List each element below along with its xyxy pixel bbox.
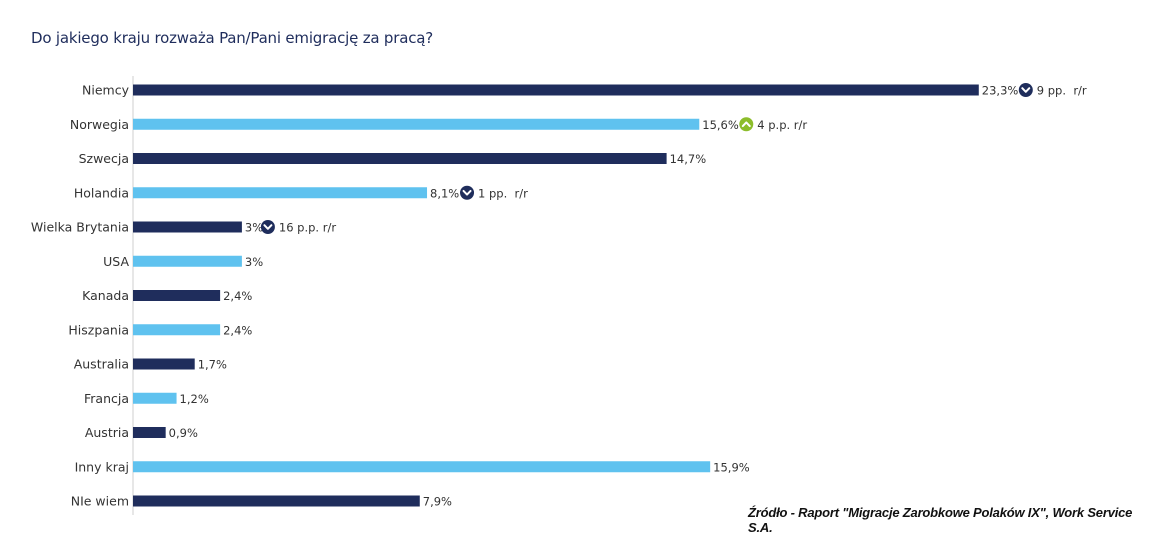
value-label: 2,4%: [223, 323, 252, 337]
value-label: 0,9%: [169, 426, 198, 440]
category-label: Australia: [74, 357, 129, 372]
bar-wielka-brytania: [133, 221, 242, 233]
category-label: Francja: [84, 391, 129, 406]
bar-hiszpania: [133, 324, 221, 336]
value-label: 1,7%: [198, 358, 227, 372]
value-label: 23,3%: [982, 84, 1019, 98]
category-label: Wielka Brytania: [31, 220, 129, 235]
change-label: 16 p.p. r/r: [279, 221, 336, 235]
category-label: Szwecja: [79, 151, 129, 166]
arrow-down-icon: [260, 220, 275, 234]
value-label: 1,2%: [180, 392, 209, 406]
value-label: 7,9%: [423, 495, 452, 509]
chart-title: Do jakiego kraju rozważa Pan/Pani emigra…: [31, 29, 434, 47]
category-label: Inny kraj: [75, 459, 129, 474]
bar-francja: [133, 392, 177, 404]
bar-norwegia: [133, 118, 700, 130]
bar-niemcy: [133, 84, 979, 96]
change-label: 4 p.p. r/r: [757, 118, 807, 132]
category-label: Austria: [85, 425, 129, 440]
category-label: USA: [103, 254, 129, 269]
bar-kanada: [133, 290, 221, 301]
value-label: 2,4%: [223, 289, 252, 303]
arrow-down-icon: [460, 185, 475, 200]
category-label: Kanada: [82, 288, 129, 303]
value-label: 3%: [245, 255, 263, 269]
category-label: Niemcy: [82, 83, 130, 98]
value-label: 15,6%: [702, 118, 739, 132]
bar-usa: [133, 255, 242, 267]
bar-szwecja: [133, 153, 667, 164]
value-label: 3%: [245, 221, 263, 235]
arrow-up-icon: [739, 117, 754, 132]
arrow-down-icon: [1018, 83, 1033, 97]
bar-inny-kraj: [133, 461, 711, 473]
bar-nie-wiem: [133, 495, 420, 507]
value-label: 15,9%: [713, 460, 750, 474]
source-note: Źródło - Raport "Migracje Zarobkowe Pola…: [748, 505, 1133, 535]
category-label: NIe wiem: [71, 494, 129, 509]
value-label: 14,7%: [670, 152, 707, 166]
category-label: Hiszpania: [68, 322, 129, 337]
bar-austria: [133, 427, 166, 438]
value-label: 8,1%: [430, 186, 459, 200]
category-label: Norwegia: [70, 117, 129, 132]
bar-australia: [133, 358, 195, 370]
category-label: Holandia: [74, 185, 129, 200]
change-label: 1 pp. r/r: [478, 186, 528, 200]
change-label: 9 pp. r/r: [1037, 84, 1087, 98]
bar-holandia: [133, 187, 428, 199]
